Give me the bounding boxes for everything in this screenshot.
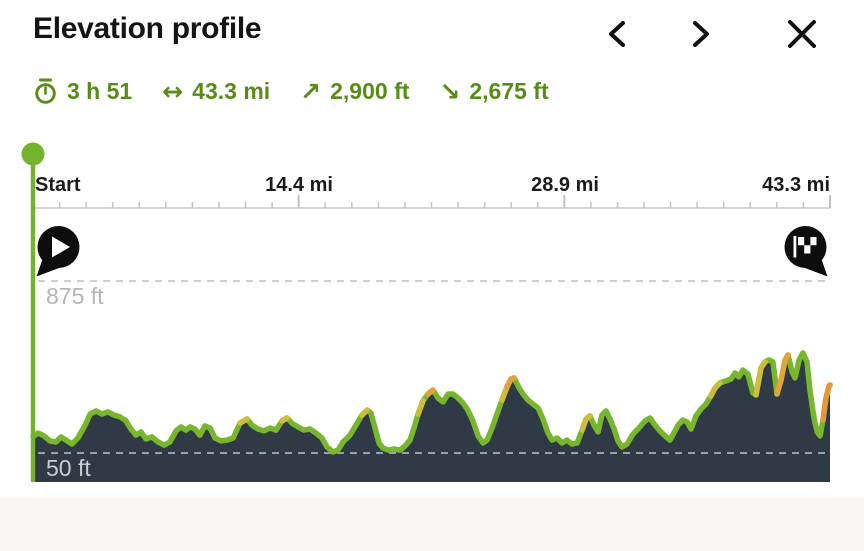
distance-value: 43.3 mi (192, 77, 271, 104)
close-button[interactable] (779, 11, 825, 57)
map-background (0, 498, 864, 551)
ascent-value: 2,900 ft (330, 77, 410, 104)
gridline-label-875ft: 875 ft (46, 283, 104, 309)
ascent-icon: ↗ (300, 76, 322, 106)
duration-value: 3 h 51 (67, 77, 133, 104)
position-scrubber[interactable] (21, 142, 45, 483)
stat-distance: ↔ 43.3 mi (162, 78, 270, 105)
chevron-right-icon (693, 21, 709, 47)
axis-label-29mi: 28.9 mi (531, 174, 599, 196)
scrubber-line[interactable] (30, 154, 36, 482)
descent-value: 2,675 ft (469, 77, 549, 104)
stat-ascent: ↗ 2,900 ft (300, 78, 409, 105)
tour-stats: 3 h 51 ↔ 43.3 mi ↗ 2,900 ft ↘ 2,675 ft (33, 77, 549, 105)
axis-label-start: Start (35, 174, 81, 196)
chevron-left-icon (609, 21, 625, 47)
previous-button[interactable] (594, 11, 640, 57)
distance-icon: ↔ (162, 76, 184, 106)
close-icon (788, 20, 816, 48)
stopwatch-icon (35, 78, 56, 104)
axis-label-14mi: 14.4 mi (265, 174, 333, 196)
scrubber-handle[interactable] (21, 142, 45, 166)
gridline-label-50ft: 50 ft (46, 455, 91, 481)
page-title: Elevation profile (33, 12, 262, 45)
next-button[interactable] (678, 11, 724, 57)
axis-label-43mi: 43.3 mi (762, 174, 830, 196)
descent-icon: ↘ (439, 76, 461, 106)
stat-duration: 3 h 51 (33, 77, 132, 105)
stat-descent: ↘ 2,675 ft (439, 78, 548, 105)
